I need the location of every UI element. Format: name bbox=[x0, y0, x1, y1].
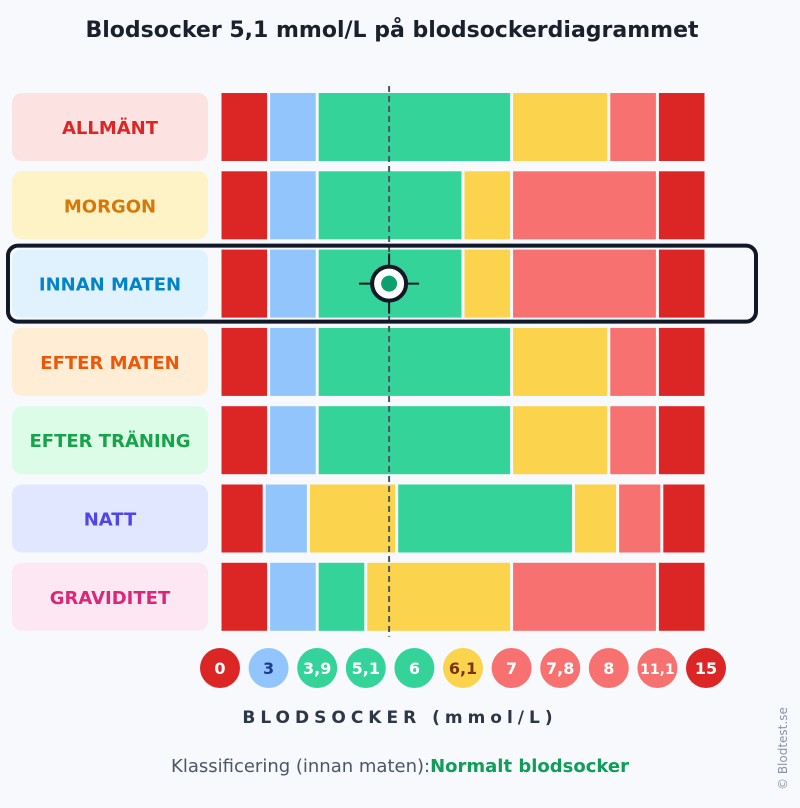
cell-elevated bbox=[464, 171, 511, 240]
row-label-bg bbox=[12, 406, 208, 475]
cell-normal bbox=[318, 93, 511, 161]
row-label: EFTER MATEN bbox=[40, 353, 179, 374]
chart-title: Blodsocker 5,1 mmol/L på blodsockerdiagr… bbox=[85, 18, 699, 43]
tick-circle bbox=[686, 648, 726, 688]
classification-label: Klassificering (innan maten): bbox=[171, 756, 431, 777]
cell-low bbox=[265, 484, 307, 553]
cell-high bbox=[610, 327, 656, 396]
tick-circle bbox=[588, 648, 629, 688]
cell-severe bbox=[658, 562, 705, 631]
tick-circle bbox=[297, 648, 338, 688]
row-label-bg bbox=[12, 93, 208, 161]
cell-normal bbox=[398, 484, 572, 553]
tick-label: 8 bbox=[603, 659, 614, 678]
value-marker-dot bbox=[381, 275, 398, 292]
cell-severe bbox=[658, 171, 705, 240]
x-axis-label: BLODSOCKER (mmol/L) bbox=[242, 708, 558, 728]
tick-circle bbox=[540, 648, 581, 688]
tick-label: 6 bbox=[409, 659, 420, 678]
cell-high bbox=[513, 171, 656, 240]
cell-low bbox=[270, 406, 316, 475]
classification: Klassificering (innan maten):Normalt blo… bbox=[0, 756, 800, 777]
cell-severe bbox=[658, 327, 705, 396]
cell-severe bbox=[221, 406, 268, 475]
tick-label: 15 bbox=[695, 659, 717, 678]
tick-label: 6,1 bbox=[449, 659, 477, 678]
tick-circle bbox=[200, 648, 240, 688]
row-label: ALLMÄNT bbox=[62, 117, 159, 139]
cell-severe bbox=[221, 484, 263, 553]
tick-circle bbox=[443, 648, 483, 688]
tick-circle bbox=[345, 648, 386, 688]
cell-high bbox=[610, 406, 656, 475]
tick-label: 11,1 bbox=[640, 662, 675, 678]
row-label: NATT bbox=[84, 510, 137, 531]
cell-high bbox=[513, 562, 656, 631]
cell-low bbox=[270, 171, 316, 240]
cell-high bbox=[610, 93, 656, 161]
cell-severe bbox=[221, 562, 268, 631]
classification-value: Normalt blodsocker bbox=[430, 756, 629, 777]
tick-label: 0 bbox=[214, 659, 225, 678]
cell-elevated bbox=[574, 484, 617, 553]
tick-label: 3 bbox=[263, 659, 274, 678]
cell-high bbox=[619, 484, 661, 553]
tick-circle bbox=[491, 648, 532, 688]
tick-label: 5,1 bbox=[352, 659, 380, 678]
cell-low bbox=[270, 93, 316, 161]
cell-low bbox=[270, 562, 316, 631]
tick-circle bbox=[394, 648, 435, 688]
cell-severe bbox=[658, 406, 705, 475]
row-label-bg bbox=[12, 249, 208, 318]
tick-label: 7,8 bbox=[546, 659, 574, 678]
cell-elevated bbox=[513, 327, 608, 396]
highlight-frame bbox=[6, 243, 758, 324]
cell-elevated bbox=[464, 249, 511, 318]
cell-severe bbox=[658, 93, 705, 161]
cell-severe bbox=[663, 484, 705, 553]
cell-elevated bbox=[513, 93, 608, 161]
cell-elevated bbox=[309, 484, 396, 553]
row-label: INNAN MATEN bbox=[39, 275, 181, 296]
cell-severe bbox=[221, 93, 268, 161]
cell-elevated bbox=[367, 562, 511, 631]
row-label-bg bbox=[12, 484, 208, 553]
cell-low bbox=[270, 327, 316, 396]
row-label: GRAVIDITET bbox=[50, 588, 171, 609]
cell-elevated bbox=[513, 406, 608, 475]
row-label-bg bbox=[12, 327, 208, 396]
cell-high bbox=[513, 249, 656, 318]
cell-severe bbox=[658, 249, 705, 318]
row-label: EFTER TRÄNING bbox=[30, 430, 191, 452]
cell-low bbox=[270, 249, 316, 318]
cell-severe bbox=[221, 249, 268, 318]
row-label-bg bbox=[12, 171, 208, 240]
tick-label: 3,9 bbox=[303, 659, 331, 678]
tick-circle bbox=[248, 648, 289, 688]
tick-label: 7 bbox=[506, 659, 517, 678]
cell-severe bbox=[221, 327, 268, 396]
row-label: MORGON bbox=[64, 196, 156, 217]
cell-normal bbox=[318, 327, 511, 396]
tick-circle bbox=[637, 648, 678, 688]
chart-svg: ALLMÄNT MORGON INNAN MATEN EFTER MATEN EFTER… bbox=[6, 86, 758, 688]
cell-severe bbox=[221, 171, 268, 240]
cell-normal bbox=[318, 406, 511, 475]
cell-normal bbox=[318, 562, 365, 631]
row-label-bg bbox=[12, 562, 208, 631]
watermark: © Blodtest.se bbox=[776, 707, 790, 790]
